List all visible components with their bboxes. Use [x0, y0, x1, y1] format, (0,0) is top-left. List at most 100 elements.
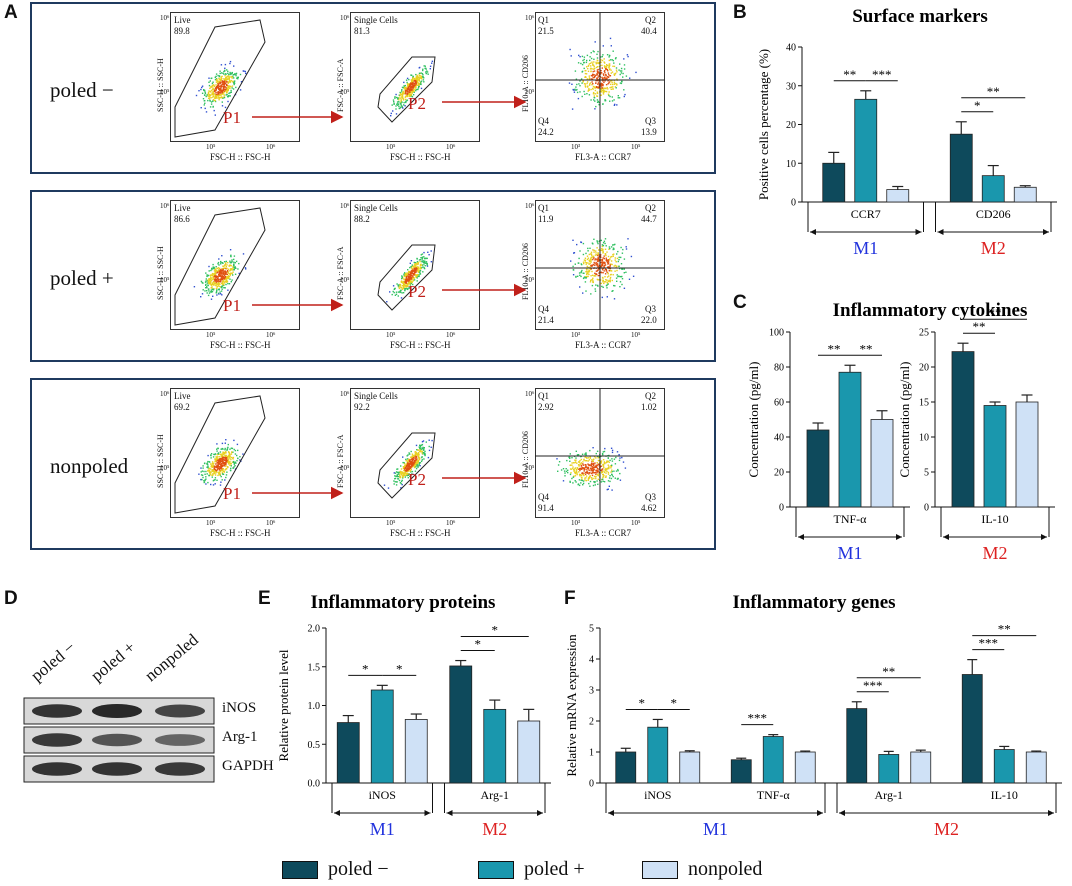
western-blot: poled − poled + nonpoled iNOS Arg-1 GAPD… [22, 600, 274, 790]
wb-band-label-arg1: Arg-1 [222, 729, 258, 745]
legend-swatch [478, 860, 514, 879]
significance-label: * [671, 695, 678, 710]
chart-inflammatory-proteins: Inflammatory proteins 0.0 0.5 1.0 1.5 2.0 Rela… [276, 592, 551, 839]
axis-tick-x: 10³ [571, 519, 581, 527]
y-tick-label: 0.0 [308, 779, 321, 790]
arrow-head-left [943, 534, 949, 540]
wb-band-label-gapdh: GAPDH [222, 758, 274, 774]
flow-plot-single [350, 12, 480, 142]
y-tick-label: 1.0 [308, 701, 321, 712]
wb-band [32, 733, 82, 747]
y-axis-label: Concentration (pg/ml) [897, 362, 912, 478]
significance-label: ** [973, 319, 986, 334]
flow-row-label: poled + [50, 266, 114, 290]
wb-band [92, 762, 142, 776]
axis-tick-y: 10⁶ [340, 390, 350, 398]
gate-arrows [252, 471, 527, 500]
y-tick-label: 2.0 [308, 624, 321, 635]
axis-tick-y: 10⁵ [340, 276, 350, 284]
gate-value-live: 69.2 [174, 402, 190, 412]
quadrant-q4-value: 91.4 [538, 503, 554, 513]
y-tick-label: 20 [919, 363, 929, 374]
gate-value-live: 86.6 [174, 214, 190, 224]
quadrant-q1-name: Q1 [538, 203, 549, 213]
arrow-head-right [1041, 534, 1047, 540]
significance-label: * [639, 695, 646, 710]
legend-item-poled-minus: poled − [282, 858, 389, 881]
axis-label-x: FSC-H :: FSC-H [390, 528, 451, 538]
quadrant-q4-name: Q4 [538, 304, 549, 314]
bar-cd206-s2 [1013, 186, 1037, 203]
wb-band [32, 762, 82, 776]
gate-name-single: Single Cells [354, 203, 398, 213]
bar-il-10-s0 [951, 351, 975, 508]
quadrant-q3-value: 22.0 [641, 315, 657, 325]
x-category-label: CD206 [976, 207, 1011, 221]
axis-label-x: FSC-H :: FSC-H [210, 152, 271, 162]
axis-label-x: FSC-H :: FSC-H [210, 528, 271, 538]
gate-value-single: 81.3 [354, 26, 370, 36]
class-label-m1: M1 [703, 819, 728, 839]
quadrant-q3-value: 4.62 [641, 503, 657, 513]
y-tick-label: 10 [919, 433, 929, 444]
quadrant-q1-value: 11.9 [538, 214, 554, 224]
gate-label-p1: P1 [223, 108, 241, 127]
significance-label: ** [998, 622, 1011, 637]
chart-title: Inflammatory cytokines [833, 300, 1028, 321]
axis-tick-x: 10⁶ [266, 519, 276, 527]
axis-label-x: FL3-A :: CCR7 [575, 152, 632, 162]
axis-tick-y: 10⁵ [160, 88, 170, 96]
gate-label-p2: P2 [408, 282, 426, 301]
arrow-head-right [1043, 229, 1049, 235]
arrow-head-right [537, 810, 543, 816]
x-category-label: TNF-α [834, 512, 868, 526]
y-axis-label: Relative mRNA expression [564, 634, 579, 777]
panel-label-b: B [733, 2, 747, 23]
significance-label: * [396, 661, 403, 676]
bar-cd206-s0 [949, 133, 973, 203]
quadrant-q4-name: Q4 [538, 116, 549, 126]
class-label-m2: M2 [982, 543, 1007, 563]
chart-title: Inflammatory proteins [311, 592, 496, 613]
bar-ccr7-s1 [854, 98, 878, 203]
arrow-head-right [896, 534, 902, 540]
significance-label: ** [882, 664, 895, 679]
quadrant-q1-value: 2.92 [538, 402, 554, 412]
axis-label-x: FSC-H :: FSC-H [390, 340, 451, 350]
axis-tick-y: 10⁶ [160, 390, 170, 398]
bar-tnf-α-s0 [806, 429, 830, 508]
chart-surface-markers: Surface markers 0 10 20 30 40 Positive cells p… [756, 6, 1057, 258]
flow-plot-quad [535, 388, 665, 518]
y-axis-label: Concentration (pg/ml) [746, 362, 761, 478]
flow-plot-quad [535, 12, 665, 142]
y-tick-label: 0 [791, 198, 796, 209]
quadrant-q3-name: Q3 [645, 304, 656, 314]
axis-tick-x: 10³ [571, 143, 581, 151]
bar-il-10-s1 [993, 749, 1015, 784]
flow-plot-single [350, 388, 480, 518]
y-axis-label: Relative protein level [276, 649, 291, 761]
y-tick-label: 100 [769, 328, 784, 339]
arrow-head-right [817, 810, 823, 816]
gate-value-live: 89.8 [174, 26, 190, 36]
axis-label-x: FL3-A :: CCR7 [575, 340, 632, 350]
flow-plot-live [170, 200, 300, 330]
y-tick-label: 40 [786, 43, 796, 54]
axis-tick-y: 10⁶ [340, 14, 350, 22]
bar-tnf-α-s2 [794, 751, 816, 784]
axis-tick-y: 10⁵ [160, 464, 170, 472]
y-tick-label: 0.5 [308, 740, 321, 751]
significance-label: * [362, 661, 369, 676]
axis-label-x: FSC-H :: FSC-H [210, 340, 271, 350]
arrow-head-left [839, 810, 845, 816]
y-tick-label: 15 [919, 398, 929, 409]
legend-swatch [642, 860, 678, 879]
y-tick-label: 0 [779, 503, 784, 514]
bar-inos-s0 [336, 722, 360, 784]
axis-tick-y: 10⁶ [340, 202, 350, 210]
axis-tick-x: 10⁶ [266, 143, 276, 151]
quadrant-q2-value: 40.4 [641, 26, 657, 36]
axis-tick-y: 10⁶ [525, 390, 535, 398]
flow-row-box [30, 190, 716, 362]
axis-label-x: FSC-H :: FSC-H [390, 152, 451, 162]
